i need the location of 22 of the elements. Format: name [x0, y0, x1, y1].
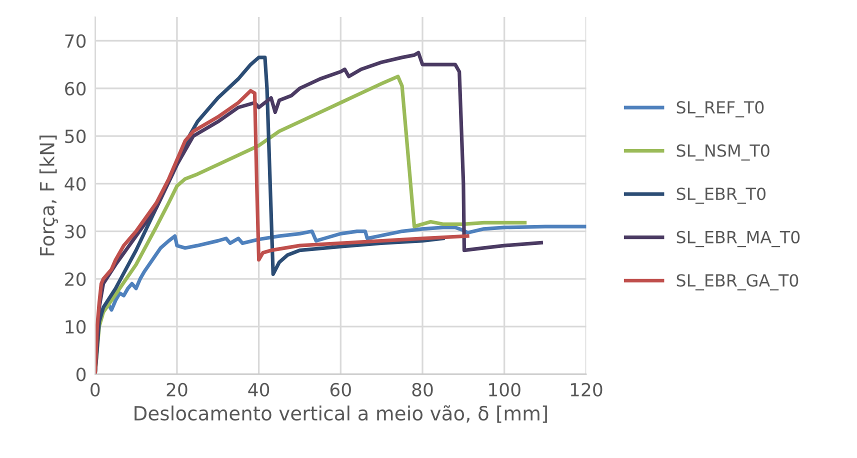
y-tick-label: 40 — [64, 177, 86, 191]
x-tick-label: 100 — [489, 382, 520, 396]
y-axis-title: Força, F [kN] — [39, 136, 58, 256]
y-tick-label: 0 — [76, 368, 86, 382]
y-tick-label: 60 — [65, 82, 86, 96]
y-tick-label: 20 — [65, 272, 86, 286]
y-tick-label: 10 — [66, 320, 86, 334]
x-axis-title: Deslocamento vertical a meio vão, δ [mm] — [134, 405, 547, 423]
x-tick-label: 40 — [248, 382, 270, 396]
legend-label: SL_EBR_GA_T0 — [676, 274, 798, 290]
legend-label: SL_NSM_T0 — [676, 144, 770, 161]
x-tick-label: 20 — [166, 382, 188, 396]
legend-label: SL_REF_T0 — [676, 101, 764, 118]
x-tick-label: 80 — [412, 382, 433, 396]
legend-label: SL_EBR_MA_T0 — [676, 230, 800, 248]
x-tick-label: 120 — [570, 382, 602, 396]
y-tick-label: 70 — [65, 34, 86, 48]
legend-label: SL_EBR_T0 — [676, 188, 766, 204]
x-tick-label: 0 — [90, 382, 100, 396]
y-tick-label: 50 — [65, 129, 86, 144]
y-tick-label: 30 — [65, 224, 86, 238]
x-tick-label: 60 — [330, 382, 351, 396]
